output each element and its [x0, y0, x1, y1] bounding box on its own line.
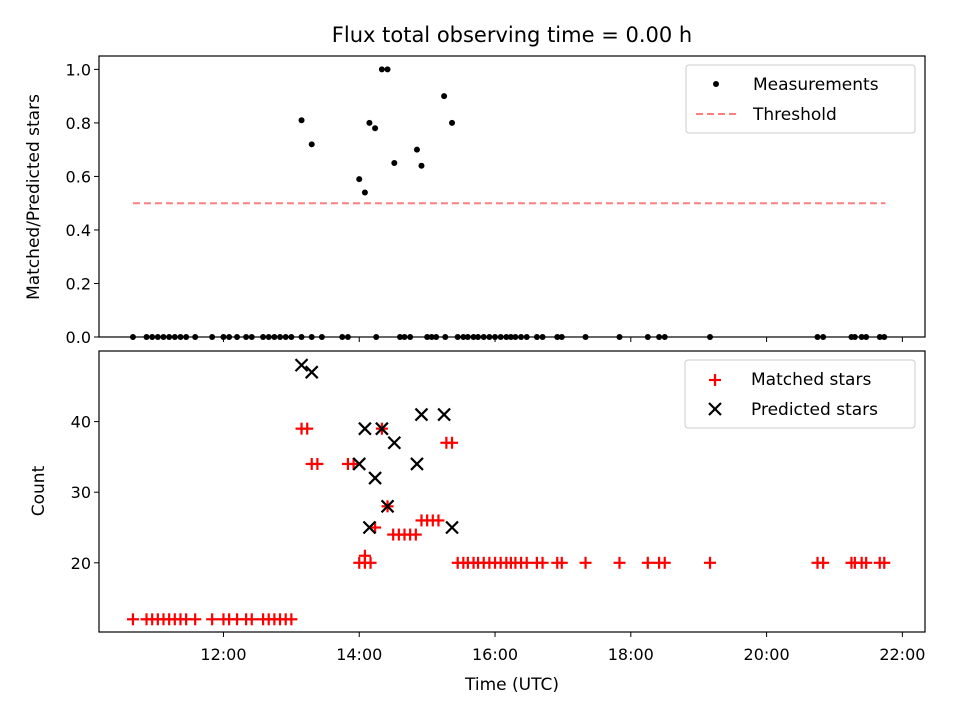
ratio-panel: 0.0 0.2 0.4 0.6 0.8 1.0 Matched/Predicted sta…: [24, 55, 926, 347]
measurement-point: [308, 141, 315, 148]
matched-star-point: [409, 528, 422, 541]
matched-star-point: [613, 556, 626, 569]
measurement-point: [441, 93, 448, 100]
x-tick-label: 22:00: [879, 645, 925, 664]
matched-star-point: [658, 556, 671, 569]
matched-star-point: [536, 556, 549, 569]
y-tick-label: 40: [71, 413, 91, 432]
predicted-star-point: [368, 471, 382, 485]
predicted-star-point: [380, 499, 395, 514]
predicted-star-point: [410, 457, 424, 471]
matched-star-point: [301, 422, 314, 435]
chart-title: Flux total observing time = 0.00 h: [332, 23, 692, 47]
y-tick-label: 1.0: [66, 60, 91, 79]
y-tick-label: 0.2: [66, 274, 91, 293]
matched-star-point: [189, 613, 202, 626]
predicted-star-point: [387, 436, 402, 450]
matched-star-point: [878, 556, 891, 569]
x-tick-label: 18:00: [608, 645, 654, 664]
measurement-point: [384, 66, 391, 73]
x-tick-label: 14:00: [336, 645, 382, 664]
matched-star-point: [817, 556, 830, 569]
measurement-point: [449, 119, 456, 126]
counts-legend-box: [684, 359, 916, 429]
ratio-plot-frame: [98, 55, 926, 338]
matched-star-point: [245, 613, 258, 626]
counts-y-axis-label: Count: [29, 465, 49, 516]
legend-threshold-label: Threshold: [752, 105, 837, 125]
y-tick-label: 0.0: [66, 328, 91, 347]
legend-predicted-label: Predicted stars: [751, 400, 878, 420]
measurement-point: [372, 125, 379, 132]
measurement-point: [298, 117, 305, 124]
legend-matched-marker: [709, 374, 721, 386]
matched-star-point: [641, 556, 654, 569]
ratio-legend: Measurements Threshold: [685, 64, 916, 134]
predicted-star-point: [445, 520, 459, 535]
y-tick-label: 30: [71, 483, 91, 502]
matched-star-point: [126, 613, 139, 626]
predicted-star-point: [414, 407, 429, 422]
y-tick-label: 20: [71, 554, 91, 573]
y-tick-label: 0.8: [66, 114, 91, 133]
x-axis-label: Time (UTC): [464, 675, 559, 695]
x-tick-label: 16:00: [472, 645, 518, 664]
matched-star-point: [520, 556, 533, 569]
predicted-star-point: [437, 407, 451, 422]
counts-panel: 20 30 40 12:00 14:00 16:00 18:00 20:00 22:00 Co…: [29, 350, 926, 695]
ratio-legend-box: [685, 64, 916, 134]
matched-star-point: [285, 613, 298, 626]
legend-measurements-label: Measurements: [753, 75, 879, 95]
predicted-star-point: [375, 421, 389, 436]
x-tick-label: 20:00: [744, 645, 790, 664]
y-tick-label: 0.6: [66, 167, 91, 186]
measurement-point: [418, 162, 425, 169]
x-tick-label: 12:00: [200, 645, 246, 664]
matched-star-point: [369, 521, 382, 534]
matched-star-point: [555, 556, 568, 569]
legend-measurements-marker: [713, 81, 719, 87]
matched-star-point: [347, 457, 360, 470]
legend-predicted-marker: [708, 402, 722, 416]
counts-legend: Matched stars Predicted stars: [684, 359, 916, 429]
matched-star-point: [358, 549, 371, 562]
measurement-point: [391, 160, 398, 167]
predicted-star-point: [352, 457, 367, 471]
matched-star-point: [446, 436, 459, 449]
counts-plot-frame: [98, 350, 926, 633]
measurement-point: [366, 119, 373, 126]
measurement-point: [356, 176, 363, 183]
predicted-star-point: [362, 520, 377, 535]
legend-matched-label: Matched stars: [751, 370, 871, 390]
predicted-star-point: [304, 365, 319, 379]
matched-star-point: [704, 556, 717, 569]
measurement-point: [378, 66, 385, 73]
predicted-star-point: [294, 358, 309, 372]
measurement-point: [413, 146, 420, 153]
predicted-star-point: [358, 421, 372, 436]
measurement-point: [361, 189, 368, 196]
ratio-y-axis-label: Matched/Predicted stars: [24, 94, 44, 300]
matched-star-point: [364, 556, 377, 569]
matched-star-point: [311, 457, 324, 470]
y-tick-label: 0.4: [66, 221, 91, 240]
matched-star-point: [579, 556, 592, 569]
matched-star-point: [860, 556, 873, 569]
matched-star-point: [432, 514, 445, 527]
matched-star-point: [206, 613, 219, 626]
